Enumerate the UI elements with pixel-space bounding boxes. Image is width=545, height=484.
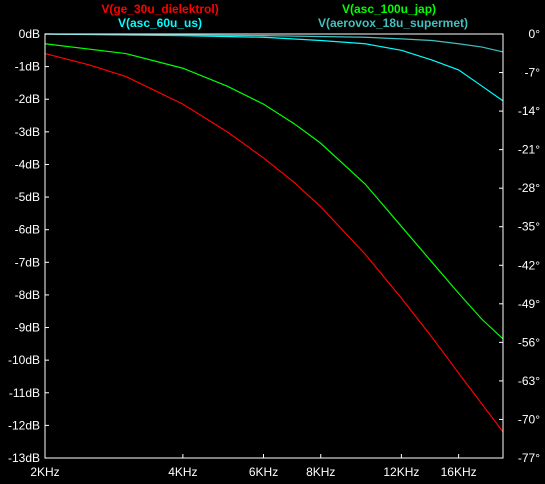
y-tick-label: -5dB <box>15 190 40 204</box>
y-tick-label: -13dB <box>8 451 40 465</box>
series-layer <box>44 33 504 433</box>
y2-tick-label: -7° <box>525 66 541 80</box>
y2-tick-label: -21° <box>518 143 540 157</box>
legend-entry-ge-30u-dielektrol: V(ge_30u_dielektrol) <box>101 2 218 16</box>
x-tick-label: 4KHz <box>168 465 197 479</box>
legend-entry-asc-100u-jap: V(asc_100u_jap) <box>342 2 436 16</box>
y2-tick-label: -42° <box>518 258 540 272</box>
series-line-asc-100u-jap <box>44 43 504 340</box>
series-line-aerovox-18u-supermet <box>44 33 504 53</box>
plot-frame <box>44 33 504 459</box>
legend-entry-aerovox-18u-supermet: V(aerovox_18u_supermet) <box>318 16 468 30</box>
y-tick-label: -7dB <box>15 255 40 269</box>
axis-layer: 0dB -1dB -2dB -3dB -4dB -5dB -6dB -7dB -8dB -9dB -… <box>8 27 540 479</box>
x-tick-label: 6KHz <box>249 465 278 479</box>
legend-entry-asc-60u-us: V(asc_60u_us) <box>118 16 202 30</box>
y-tick-label: -2dB <box>15 92 40 106</box>
x-tick-label: 12KHz <box>383 465 419 479</box>
y2-tick-label: -63° <box>518 374 540 388</box>
y2-tick-label: -77° <box>518 451 540 465</box>
series-line-asc-60u-us <box>44 33 504 102</box>
y-tick-label: 0dB <box>19 27 40 41</box>
y2-tick-label: -14° <box>518 104 540 118</box>
y-tick-label: -9dB <box>15 321 40 335</box>
y2-tick-label: -56° <box>518 335 540 349</box>
y-tick-label: -3dB <box>15 125 40 139</box>
y2-tick-label: -70° <box>518 412 540 426</box>
series-line-ge-30u-dielektrol <box>44 52 504 433</box>
y-tick-label: -11dB <box>9 386 40 400</box>
y-tick-label: -4dB <box>15 157 40 171</box>
y-tick-label: -6dB <box>15 223 40 237</box>
y2-tick-label: -35° <box>518 220 540 234</box>
y2-tick-label: -49° <box>518 297 540 311</box>
y-tick-label: -8dB <box>15 288 40 302</box>
y2-tick-label: -28° <box>518 181 540 195</box>
x-tick-label: 8KHz <box>306 465 335 479</box>
y-tick-label: -1dB <box>15 60 40 74</box>
x-tick-label: 16KHz <box>441 465 477 479</box>
y-tick-label: -12dB <box>8 418 40 432</box>
x-tick-label: 2KHz <box>30 465 59 479</box>
y2-tick-label: 0° <box>529 27 541 41</box>
y-tick-label: -10dB <box>8 353 40 367</box>
legend: V(ge_30u_dielektrol) V(asc_60u_us) V(asc… <box>101 2 468 30</box>
